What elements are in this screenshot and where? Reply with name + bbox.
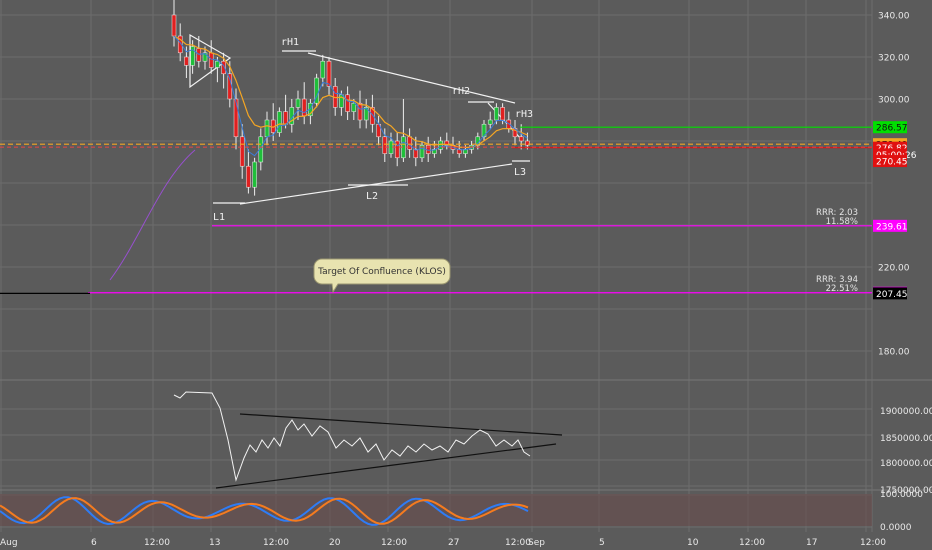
level-value-stop: 270.45 bbox=[876, 158, 908, 168]
candle bbox=[202, 46, 208, 70]
label-l3: L3 bbox=[514, 167, 526, 178]
level-value-black-line: 207.45 bbox=[876, 290, 908, 300]
oscillator-zone bbox=[0, 494, 872, 526]
oscillator-tick: 0.0000 bbox=[880, 523, 912, 533]
candle bbox=[370, 94, 375, 133]
grid bbox=[0, 0, 872, 532]
level-value-resistance: 286.57 bbox=[876, 124, 908, 134]
label-l1: L1 bbox=[213, 212, 225, 223]
rrr-1-ratio: RRR: 2.03 bbox=[816, 208, 858, 218]
level-tag-target-1 bbox=[873, 219, 907, 232]
time-tick: 6 bbox=[91, 538, 97, 548]
candle bbox=[326, 57, 332, 95]
candle bbox=[190, 40, 195, 74]
time-tick: 12:00 bbox=[505, 538, 531, 548]
rrr-1-percent: 11.58% bbox=[826, 217, 858, 227]
oscillator-blue bbox=[0, 496, 529, 526]
candle bbox=[233, 88, 239, 150]
time-tick: 27 bbox=[448, 538, 459, 548]
candle bbox=[413, 136, 419, 167]
target-callout[interactable]: Target Of Confluence (KLOS) bbox=[313, 258, 451, 294]
volume-tick: 1900000.0000 bbox=[880, 407, 932, 417]
oscillator-axis[interactable]: 100.0000 0.0000 bbox=[880, 490, 923, 533]
volume-line[interactable] bbox=[173, 391, 531, 482]
candle bbox=[277, 107, 282, 137]
rrr-2-percent: 22.51% bbox=[826, 284, 858, 294]
candle bbox=[394, 132, 400, 167]
candle bbox=[438, 136, 443, 154]
candle bbox=[314, 73, 319, 108]
label-l2: L2 bbox=[366, 191, 378, 202]
time-tick: 17 bbox=[806, 538, 817, 548]
candle bbox=[382, 128, 388, 162]
price-tick: 180.00 bbox=[878, 348, 910, 358]
time-tick: Sep bbox=[528, 538, 545, 548]
price-axis[interactable]: 340.00 320.00 300.00 220.00 180.00 bbox=[878, 12, 910, 358]
oscillator-tick: 100.0000 bbox=[880, 490, 923, 500]
time-tick: 12:00 bbox=[381, 538, 407, 548]
level-value-target-1: 239.61 bbox=[876, 222, 908, 232]
level-tag-black-line bbox=[873, 287, 907, 300]
price-tick: 300.00 bbox=[878, 96, 910, 106]
candle bbox=[481, 120, 487, 141]
candle bbox=[487, 111, 493, 129]
candle bbox=[525, 132, 530, 150]
pennant-triangle bbox=[189, 33, 232, 89]
candle bbox=[320, 54, 326, 87]
time-tick: Aug bbox=[0, 538, 18, 548]
label-rh3: rH3 bbox=[515, 109, 533, 120]
callout-text: Target Of Confluence (KLOS) bbox=[317, 267, 446, 277]
volume-triangle[interactable] bbox=[215, 413, 563, 489]
curved-path bbox=[109, 149, 196, 281]
time-tick: 12:00 bbox=[263, 538, 289, 548]
level-tag-stop bbox=[873, 155, 907, 168]
time-tick: 13 bbox=[209, 538, 220, 548]
candle bbox=[295, 90, 301, 120]
price-tick: 320.00 bbox=[878, 54, 910, 64]
price-tick: 220.00 bbox=[878, 264, 910, 274]
moving-average-orange bbox=[173, 35, 528, 149]
candle bbox=[363, 99, 369, 129]
label-rh1: rH1 bbox=[281, 37, 299, 48]
oscillator-orange bbox=[0, 497, 529, 525]
candle bbox=[215, 57, 220, 83]
candle bbox=[444, 132, 450, 150]
support-trendline bbox=[239, 163, 513, 205]
volume-tick: 1850000.0000 bbox=[880, 434, 932, 444]
time-tick: 12:00 bbox=[144, 538, 170, 548]
volume-axis[interactable]: 1900000.0000 1850000.0000 1800000.0000 1750… bbox=[880, 407, 932, 496]
candles[interactable] bbox=[171, 0, 530, 196]
candle bbox=[239, 124, 245, 179]
candle bbox=[252, 157, 257, 196]
time-tick: 5 bbox=[599, 538, 605, 548]
resistance-trendline bbox=[307, 52, 516, 104]
volume-tick: 1750000.0000 bbox=[880, 486, 932, 496]
candle bbox=[258, 128, 264, 171]
rrr-2-ratio: RRR: 3.94 bbox=[816, 275, 858, 285]
label-rh2: rH2 bbox=[452, 86, 470, 97]
candle bbox=[339, 90, 344, 116]
time-tick: 20 bbox=[329, 538, 341, 548]
price-tick: 340.00 bbox=[878, 12, 910, 22]
level-markers bbox=[213, 50, 530, 204]
time-tick: 12:00 bbox=[860, 538, 886, 548]
price-levels[interactable]: 286.57278.49276.8205:00:26270.45239.6120… bbox=[0, 121, 917, 300]
candle bbox=[246, 149, 251, 194]
volume-tick: 1800000.0000 bbox=[880, 459, 932, 469]
candle bbox=[419, 141, 425, 162]
candle bbox=[345, 86, 350, 120]
level-tag-resistance bbox=[873, 121, 907, 134]
candle bbox=[518, 124, 524, 150]
moving-average-blue bbox=[173, 35, 528, 157]
time-tick: 10 bbox=[687, 538, 699, 548]
time-tick: 12:00 bbox=[739, 538, 765, 548]
